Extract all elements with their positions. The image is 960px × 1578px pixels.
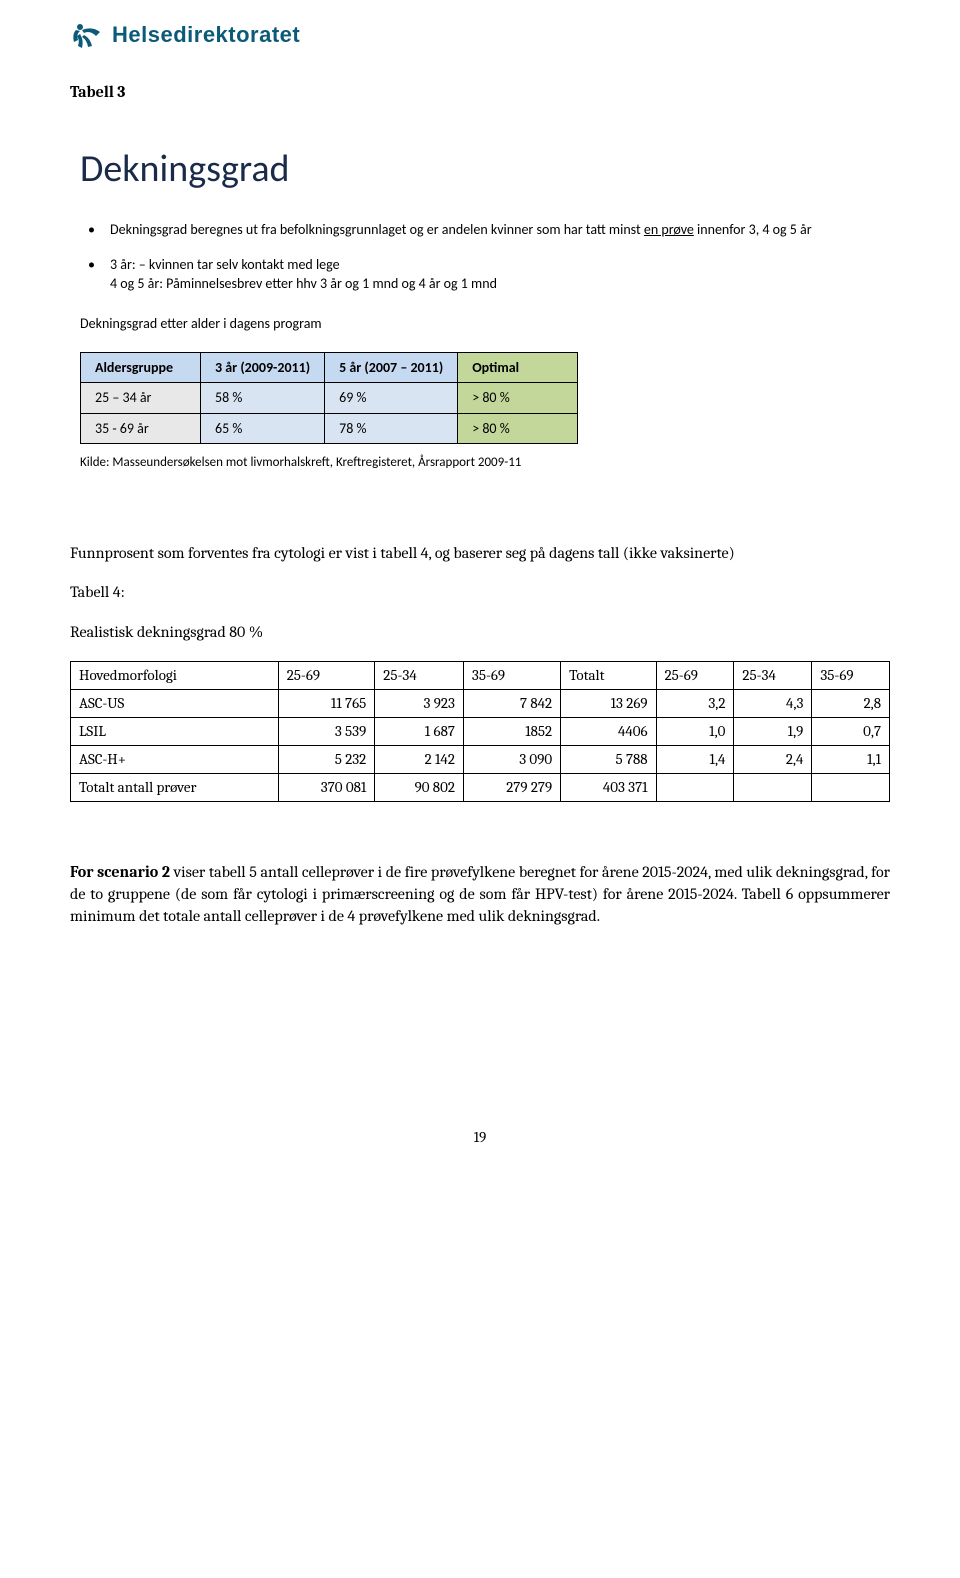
cell: 4406 (561, 718, 656, 746)
bullet1-post: innenfor 3, 4 og 5 år (694, 221, 812, 238)
cell: 3 539 (278, 718, 375, 746)
cell-opt: > 80 % (458, 413, 578, 444)
cell-3yr: 65 % (201, 413, 325, 444)
table-row: ASC-H+ 5 232 2 142 3 090 5 788 1,4 2,4 1… (71, 746, 890, 774)
source-text: Kilde: Masseundersøkelsen mot livmorhals… (80, 454, 890, 472)
tabell4-sub: Realistisk dekningsgrad 80 % (70, 622, 890, 644)
bullet-list: Dekningsgrad beregnes ut fra befolknings… (80, 221, 890, 294)
logo-block: Helsedirektoratet (70, 20, 890, 51)
th: 25-34 (375, 662, 464, 690)
cell (812, 774, 890, 802)
bullet1-underline: en prøve (644, 221, 694, 238)
cell-age: 25 – 34 år (81, 383, 201, 414)
cell: ASC-US (71, 690, 279, 718)
scenario2-rest: viser tabell 5 antall celleprøver i de f… (70, 863, 890, 924)
cell: 370 081 (278, 774, 375, 802)
cell-5yr: 78 % (325, 413, 458, 444)
cell: 2,8 (812, 690, 890, 718)
bullet1-pre: Dekningsgrad beregnes ut fra befolknings… (110, 221, 644, 238)
cell: 279 279 (463, 774, 560, 802)
page-number: 19 (70, 1127, 890, 1148)
table-row: ASC-US 11 765 3 923 7 842 13 269 3,2 4,3… (71, 690, 890, 718)
cell: 1,1 (812, 746, 890, 774)
cell-opt: > 80 % (458, 383, 578, 414)
table-header-row: Hovedmorfologi 25-69 25-34 35-69 Totalt … (71, 662, 890, 690)
th: Totalt (561, 662, 656, 690)
table-row: Totalt antall prøver 370 081 90 802 279 … (71, 774, 890, 802)
table3-label: Tabell 3 (70, 81, 890, 103)
bullet-1: Dekningsgrad beregnes ut fra befolknings… (80, 221, 890, 240)
cell: 90 802 (375, 774, 464, 802)
th-age: Aldersgruppe (81, 352, 201, 383)
cell: 5 788 (561, 746, 656, 774)
cell: 2,4 (734, 746, 812, 774)
cell-age: 35 - 69 år (81, 413, 201, 444)
th-opt: Optimal (458, 352, 578, 383)
cell: Totalt antall prøver (71, 774, 279, 802)
scenario2-lead: For scenario 2 (70, 863, 170, 881)
cell: 3 090 (463, 746, 560, 774)
table-row: 25 – 34 år 58 % 69 % > 80 % (81, 383, 578, 414)
cell: 1852 (463, 718, 560, 746)
intro-para: Funnprosent som forventes fra cytologi e… (70, 543, 890, 565)
th: 35-69 (812, 662, 890, 690)
cell: 1,0 (656, 718, 734, 746)
cell: 1,4 (656, 746, 734, 774)
cell: 1 687 (375, 718, 464, 746)
cell-3yr: 58 % (201, 383, 325, 414)
slide-title: Dekningsgrad (80, 143, 890, 196)
cell (734, 774, 812, 802)
th-3yr: 3 år (2009-2011) (201, 352, 325, 383)
th: 25-34 (734, 662, 812, 690)
th: Hovedmorfologi (71, 662, 279, 690)
cell: 0,7 (812, 718, 890, 746)
cell: 2 142 (375, 746, 464, 774)
cell: 4,3 (734, 690, 812, 718)
cell: 7 842 (463, 690, 560, 718)
cell: 5 232 (278, 746, 375, 774)
cell: ASC-H+ (71, 746, 279, 774)
cell: 13 269 (561, 690, 656, 718)
logo-text: Helsedirektoratet (112, 20, 300, 51)
cell: LSIL (71, 718, 279, 746)
bullet-2: 3 år: – kvinnen tar selv kontakt med leg… (80, 256, 890, 294)
cell (656, 774, 734, 802)
tabell4-label: Tabell 4: (70, 582, 890, 604)
scenario2-para: For scenario 2 viser tabell 5 antall cel… (70, 862, 890, 927)
bullet2-line2: 4 og 5 år: Påminnelsesbrev etter hhv 3 å… (110, 275, 890, 294)
table-row: LSIL 3 539 1 687 1852 4406 1,0 1,9 0,7 (71, 718, 890, 746)
table4: Hovedmorfologi 25-69 25-34 35-69 Totalt … (70, 661, 890, 802)
table-header-row: Aldersgruppe 3 år (2009-2011) 5 år (2007… (81, 352, 578, 383)
logo-icon (70, 20, 104, 50)
cell-5yr: 69 % (325, 383, 458, 414)
cell: 3 923 (375, 690, 464, 718)
th: 25-69 (656, 662, 734, 690)
th: 35-69 (463, 662, 560, 690)
th: 25-69 (278, 662, 375, 690)
cell: 11 765 (278, 690, 375, 718)
coverage-table: Aldersgruppe 3 år (2009-2011) 5 år (2007… (80, 352, 578, 445)
slide-subtext: Dekningsgrad etter alder i dagens progra… (80, 314, 890, 334)
cell: 1,9 (734, 718, 812, 746)
cell: 3,2 (656, 690, 734, 718)
table-row: 35 - 69 år 65 % 78 % > 80 % (81, 413, 578, 444)
cell: 403 371 (561, 774, 656, 802)
bullet2-line1: 3 år: – kvinnen tar selv kontakt med leg… (110, 256, 890, 275)
th-5yr: 5 år (2007 – 2011) (325, 352, 458, 383)
